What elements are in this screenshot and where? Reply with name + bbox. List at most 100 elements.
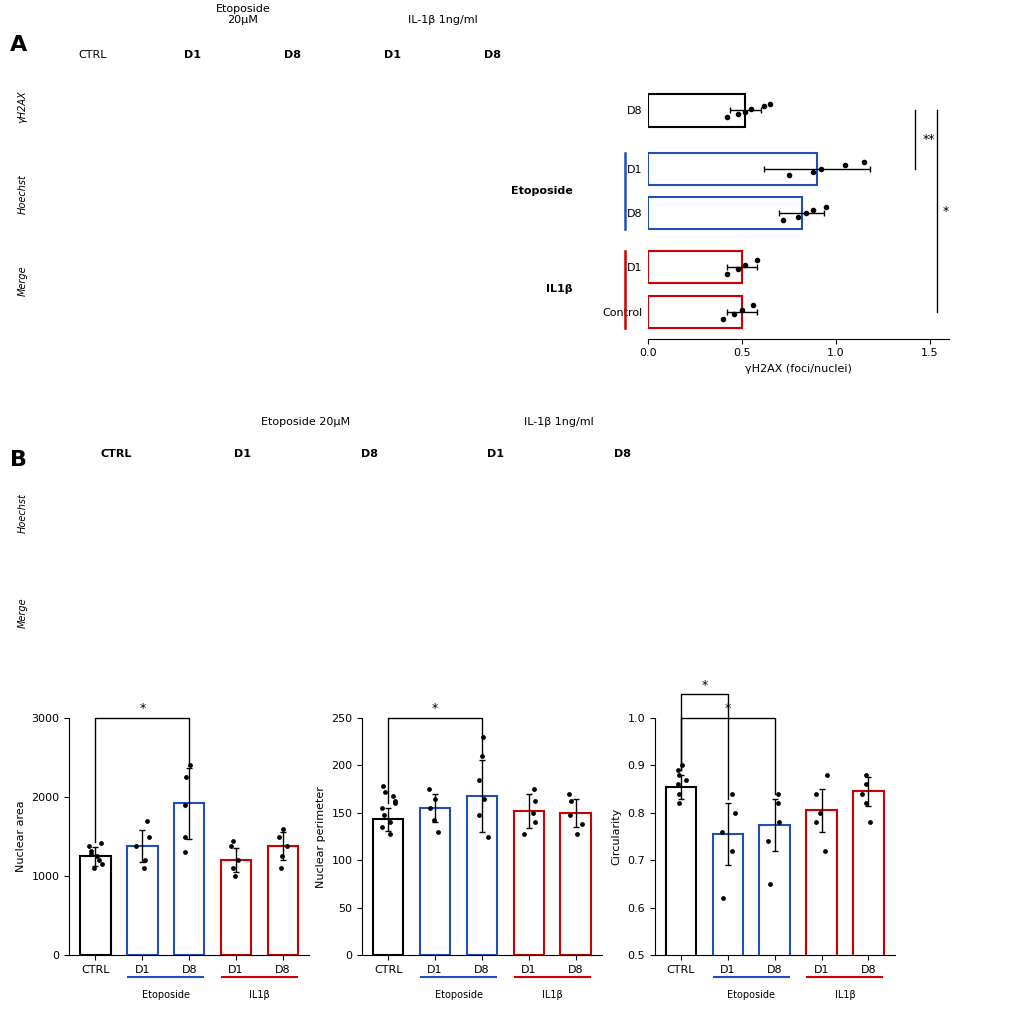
Text: IL1β: IL1β (545, 284, 572, 294)
Point (222, 838, 238, 854)
Text: Hoechst: Hoechst (17, 493, 28, 533)
Text: CTRL: CTRL (78, 50, 107, 60)
Text: D8: D8 (361, 449, 377, 459)
Point (93, 835, 109, 851)
Text: D1: D1 (487, 449, 503, 459)
Point (817, 198, 834, 214)
Point (275, 821, 291, 837)
Point (178, 769, 195, 786)
Y-axis label: Nuclear area: Nuclear area (16, 801, 25, 872)
Point (426, 813, 442, 829)
Point (470, 807, 486, 823)
Point (742, 101, 758, 117)
Bar (647, 94, 745, 126)
Point (384, 788, 400, 804)
Point (373, 819, 389, 835)
Point (573, 816, 589, 832)
Bar (373, 820, 404, 955)
Point (278, 838, 294, 854)
Point (789, 208, 805, 224)
Point (671, 786, 687, 802)
Bar (647, 296, 741, 328)
Point (479, 829, 495, 845)
Point (761, 96, 777, 112)
Point (857, 776, 873, 793)
Bar (759, 825, 789, 1011)
Point (726, 306, 742, 323)
Point (769, 786, 786, 802)
Text: IL1β: IL1β (541, 990, 562, 1000)
Point (755, 98, 771, 114)
Point (668, 776, 685, 793)
Text: Etoposide 20μM: Etoposide 20μM (261, 417, 351, 427)
Y-axis label: Nuclear perimeter: Nuclear perimeter (316, 786, 325, 888)
Text: Etoposide: Etoposide (511, 186, 572, 196)
Point (759, 833, 775, 849)
Text: D1: D1 (384, 50, 400, 60)
Point (726, 805, 742, 821)
Point (748, 253, 764, 269)
Point (853, 786, 869, 802)
Point (714, 891, 731, 907)
Text: *: * (431, 703, 438, 716)
Point (744, 297, 760, 313)
Bar (647, 153, 816, 185)
Point (524, 805, 540, 821)
Point (780, 167, 796, 183)
Bar (665, 787, 696, 1011)
Text: *: * (723, 703, 731, 716)
Point (89, 848, 105, 864)
Point (671, 766, 687, 783)
Point (812, 161, 828, 177)
Text: A: A (10, 35, 28, 56)
Point (141, 829, 157, 845)
Point (857, 796, 873, 812)
Point (669, 796, 686, 812)
Point (83, 843, 99, 859)
Text: CTRL: CTRL (101, 449, 131, 459)
Text: Etoposide
20μM: Etoposide 20μM (215, 4, 270, 25)
Text: **: ** (921, 133, 933, 146)
Point (669, 762, 686, 778)
Bar (806, 811, 836, 1011)
Point (386, 796, 403, 812)
Point (730, 106, 746, 122)
Point (474, 729, 490, 745)
Point (774, 212, 791, 228)
Bar (127, 846, 157, 955)
Point (176, 797, 193, 813)
Point (723, 843, 740, 859)
Point (471, 771, 487, 788)
Text: Merge: Merge (17, 266, 28, 296)
Point (177, 844, 194, 860)
Text: Etoposide: Etoposide (142, 990, 190, 1000)
Point (717, 109, 734, 125)
Point (560, 786, 577, 802)
Point (225, 832, 242, 848)
Point (810, 805, 826, 821)
Point (730, 261, 746, 277)
Point (176, 829, 193, 845)
Text: *: * (701, 678, 707, 692)
Point (855, 154, 871, 170)
Bar (647, 197, 801, 229)
Point (714, 310, 731, 327)
Point (474, 748, 490, 764)
Bar (647, 251, 741, 283)
Point (274, 848, 290, 864)
Text: D1: D1 (234, 449, 251, 459)
Point (381, 826, 397, 842)
Text: IL1β: IL1β (249, 990, 270, 1000)
Point (817, 766, 834, 783)
Point (273, 860, 289, 877)
Point (673, 757, 689, 773)
Point (857, 766, 873, 783)
Point (807, 786, 823, 802)
Text: B: B (10, 450, 28, 470)
Text: Hoechst: Hoechst (17, 174, 28, 214)
Text: IL-1β 1ng/ml: IL-1β 1ng/ml (408, 15, 477, 25)
Point (737, 257, 753, 273)
Point (807, 814, 823, 830)
Point (804, 202, 820, 218)
Point (569, 826, 585, 842)
